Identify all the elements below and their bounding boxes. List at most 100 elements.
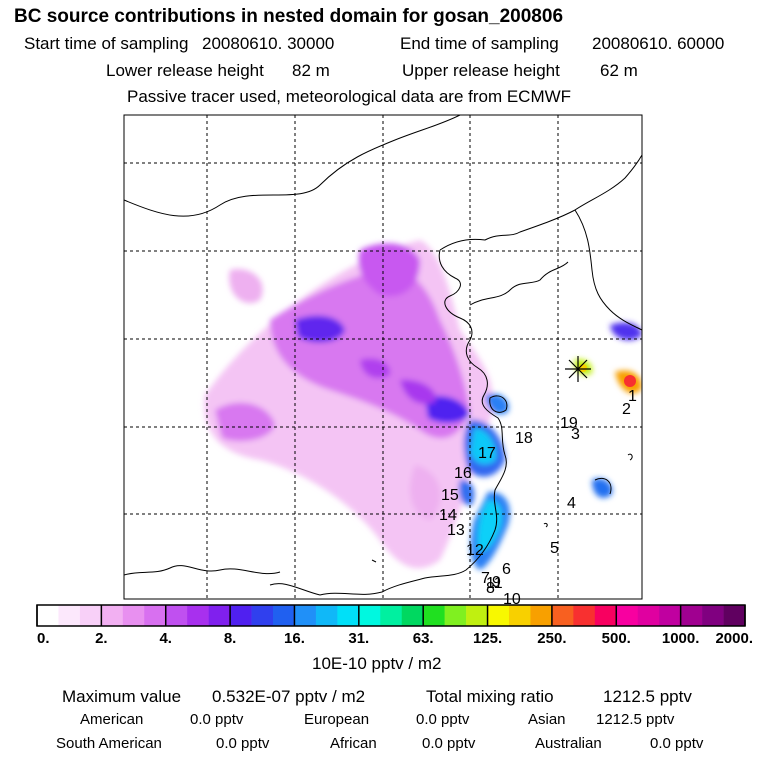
- region-label-3: 3: [571, 426, 580, 443]
- region-label-13: 13: [447, 522, 465, 539]
- colorbar-swatch: [58, 605, 81, 626]
- colorbar-swatch: [659, 605, 681, 626]
- region-label-4: 4: [567, 495, 576, 512]
- source-south-american-value: 0.0 pptv: [216, 735, 270, 752]
- colorbar-swatch: [208, 605, 231, 626]
- concentration-field: [204, 240, 642, 570]
- colorbar-tick-label: 4.: [159, 630, 172, 647]
- colorbar-swatch: [380, 605, 403, 626]
- colorbar-swatch: [187, 605, 209, 626]
- source-american-value: 0.0 pptv: [190, 711, 244, 728]
- colorbar-tick-label: 0.: [37, 630, 50, 647]
- colorbar-swatch: [101, 605, 124, 626]
- region-label-18: 18: [515, 430, 533, 447]
- colorbar-swatch: [273, 605, 295, 626]
- colorbar-tick-label: 125.: [473, 630, 502, 647]
- colorbar-swatch: [723, 605, 746, 626]
- colorbar-swatch: [165, 605, 188, 626]
- colorbar-swatch: [551, 605, 574, 626]
- colorbar-swatch: [680, 605, 703, 626]
- region-label-9: 9: [492, 574, 501, 591]
- colorbar: [36, 604, 746, 627]
- region-label-10: 10: [503, 591, 521, 608]
- colorbar-swatch: [573, 605, 596, 626]
- start-time-value: 20080610. 30000: [202, 34, 335, 53]
- colorbar-tick-label: 250.: [537, 630, 566, 647]
- colorbar-swatch: [637, 605, 660, 626]
- upper-height-value: 62 m: [600, 61, 638, 80]
- max-value: 0.532E-07 pptv / m2: [212, 687, 366, 706]
- source-australian-value: 0.0 pptv: [650, 735, 704, 752]
- colorbar-tick-label: 1000.: [662, 630, 700, 647]
- region-label-7: 7: [481, 570, 490, 587]
- source-asian-value: 1212.5 pptv: [596, 711, 675, 728]
- colorbar-swatch: [37, 605, 59, 626]
- colorbar-tick-label: 2000.: [715, 630, 753, 647]
- source-south-american-name: South American: [56, 735, 162, 752]
- source-european-name: European: [304, 711, 370, 728]
- map-frame: [123, 114, 643, 600]
- region-label-15: 15: [441, 487, 459, 504]
- colorbar-tick-label: 31.: [348, 630, 369, 647]
- colorbar-swatch: [294, 605, 317, 626]
- colorbar-units: 10E-10 pptv / m2: [312, 654, 442, 673]
- region-label-16: 16: [454, 465, 472, 482]
- source-australian-name: Australian: [535, 735, 602, 752]
- colorbar-ticks: 0. 2. 4. 8. 16. 31. 63. 125. 250. 500. 1000. 2000.: [37, 630, 753, 647]
- tracer-note: Passive tracer used, meteorological data…: [127, 87, 572, 106]
- colorbar-swatch: [530, 605, 553, 626]
- region-label-1: 1: [628, 388, 637, 405]
- colorbar-swatch: [122, 605, 145, 626]
- colorbar-tick-label: 16.: [284, 630, 305, 647]
- plot-title: BC source contributions in nested domain…: [14, 6, 564, 27]
- colorbar-swatch: [337, 605, 360, 626]
- end-time-value: 20080610. 60000: [592, 34, 725, 53]
- max-value-label: Maximum value: [62, 687, 182, 706]
- colorbar-swatch: [79, 605, 102, 626]
- lat-lon-grid: [124, 115, 642, 599]
- upper-height-label: Upper release height: [402, 61, 560, 80]
- region-label-11: 11: [486, 575, 503, 592]
- colorbar-tick-label: 63.: [413, 630, 434, 647]
- source-european-value: 0.0 pptv: [416, 711, 470, 728]
- source-african-value: 0.0 pptv: [422, 735, 476, 752]
- colorbar-tick-label: 8.: [224, 630, 237, 647]
- total-mixing-value: 1212.5 pptv: [603, 687, 692, 706]
- colorbar-swatch: [358, 605, 381, 626]
- colorbar-swatch: [509, 605, 531, 626]
- source-asian-name: Asian: [528, 711, 566, 728]
- colorbar-swatch: [466, 605, 488, 626]
- source-african-name: African: [330, 735, 377, 752]
- source-american-name: American: [80, 711, 144, 728]
- region-label-14: 14: [439, 507, 457, 524]
- region-label-8: 8: [486, 580, 495, 597]
- colorbar-swatch: [251, 605, 274, 626]
- lower-height-label: Lower release height: [106, 61, 264, 80]
- colorbar-swatch: [230, 605, 252, 626]
- region-label-12: 12: [466, 542, 484, 559]
- colorbar-swatch: [702, 605, 724, 626]
- receptor-star-icon: [565, 356, 591, 382]
- colorbar-tick-label: 500.: [602, 630, 631, 647]
- region-labels: 1 2 3 4 5 6 7 8 9 10 11 12 13 14 15 16 1…: [439, 388, 637, 608]
- colorbar-swatch: [594, 605, 617, 626]
- colorbar-swatch: [423, 605, 445, 626]
- region-label-5: 5: [550, 540, 559, 557]
- region-label-6: 6: [502, 561, 511, 578]
- colorbar-swatch: [401, 605, 424, 626]
- colorbar-tick-label: 2.: [95, 630, 108, 647]
- colorbar-swatch: [616, 605, 639, 626]
- colorbar-swatch: [444, 605, 467, 626]
- region-label-2: 2: [622, 401, 631, 418]
- colorbar-swatch: [315, 605, 338, 626]
- end-time-label: End time of sampling: [400, 34, 559, 53]
- region-label-19: 19: [560, 415, 578, 432]
- total-mixing-label: Total mixing ratio: [426, 687, 554, 706]
- colorbar-swatch: [144, 605, 167, 626]
- lower-height-value: 82 m: [292, 61, 330, 80]
- colorbar-swatch: [487, 605, 510, 626]
- start-time-label: Start time of sampling: [24, 34, 189, 53]
- region-label-17: 17: [478, 445, 496, 462]
- coastlines: [124, 115, 642, 596]
